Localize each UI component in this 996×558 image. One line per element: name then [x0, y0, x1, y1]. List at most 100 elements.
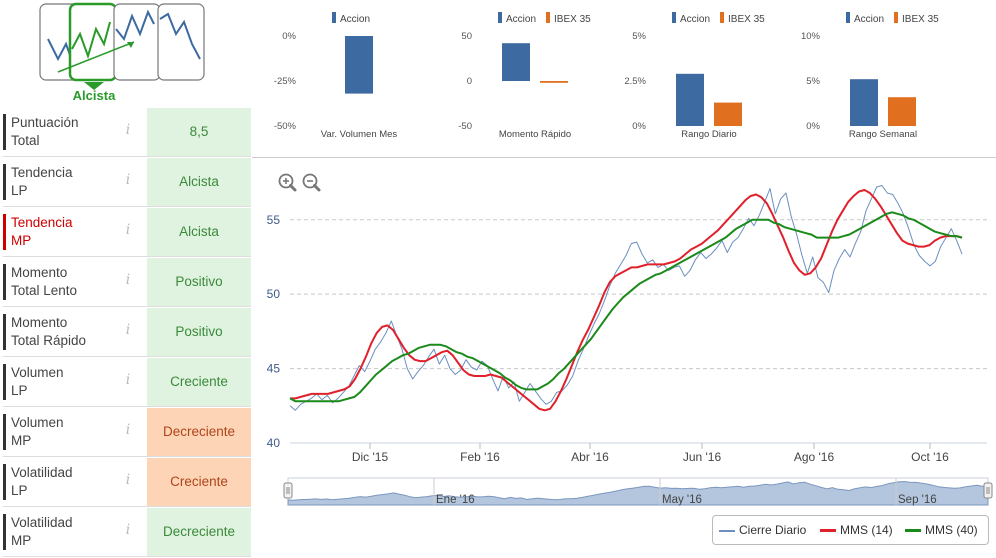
- row-marker: [3, 114, 6, 150]
- metric-value: Creciente: [147, 458, 251, 506]
- y-tick-label: 40: [267, 436, 281, 450]
- info-icon[interactable]: i: [125, 472, 131, 488]
- mini-y-tick: 5%: [632, 31, 646, 42]
- trend-card-fall[interactable]: [157, 3, 205, 81]
- metric-row[interactable]: Tendencia MP i Alcista: [3, 208, 251, 257]
- row-marker: [3, 214, 6, 250]
- metric-row[interactable]: Volumen LP i Creciente: [3, 358, 251, 407]
- info-icon[interactable]: i: [125, 522, 131, 538]
- trend-card-up[interactable]: [68, 2, 118, 82]
- mini-y-tick: 10%: [801, 31, 821, 42]
- mini-x-label: Momento Rápido: [499, 129, 571, 140]
- mini-y-tick: -50%: [274, 121, 297, 132]
- metric-label-line1: Momento: [11, 315, 68, 330]
- info-icon[interactable]: i: [125, 222, 131, 238]
- trend-label: Alcista: [73, 88, 116, 102]
- legend-line-icon: [905, 529, 921, 533]
- metric-label-line1: Volumen: [11, 365, 64, 380]
- legend-swatch: [894, 12, 898, 23]
- metric-row[interactable]: Momento Total Lento i Positivo: [3, 258, 251, 307]
- legend-line-icon: [719, 529, 735, 532]
- navigator-series: [287, 481, 989, 506]
- trend-arrow: [57, 41, 135, 73]
- metric-row[interactable]: Tendencia LP i Alcista: [3, 158, 251, 207]
- info-icon[interactable]: i: [125, 372, 131, 388]
- metric-label-line2: Total Rápido: [11, 333, 87, 348]
- metric-label-line1: Volatilidad: [11, 465, 73, 480]
- metric-value: 8,5: [147, 108, 251, 156]
- navigator-right-handle[interactable]: [983, 482, 993, 499]
- mini-chart: Accion IBEX 35 50 0 -50 Momento Rápido: [458, 12, 591, 140]
- legend-item[interactable]: MMS (14): [820, 523, 893, 537]
- mini-bar: [345, 36, 373, 94]
- navigator-left-handle[interactable]: [283, 482, 293, 499]
- legend-item[interactable]: MMS (40): [905, 523, 978, 537]
- info-icon[interactable]: i: [125, 122, 131, 138]
- x-tick-label: Dic '15: [352, 450, 389, 464]
- metric-label-line2: LP: [11, 383, 28, 398]
- mini-bar: [714, 102, 742, 126]
- zoom-in-icon[interactable]: [278, 173, 297, 192]
- mini-bar: [888, 97, 916, 126]
- mini-y-tick: -25%: [274, 76, 297, 87]
- price-chart[interactable]: 55 50 45 40 Dic '15 Feb '16 Abr '16 Jun '16 Ago …: [252, 160, 996, 558]
- metric-value: Decreciente: [147, 508, 251, 556]
- scores-panel: Alcista Puntuación Total i 8,5 Tendencia LP i A…: [0, 0, 252, 558]
- selected-pointer: [84, 82, 104, 90]
- metric-label-line2: MP: [11, 533, 32, 548]
- legend-swatch: [332, 12, 336, 23]
- metric-row[interactable]: Puntuación Total i 8,5: [3, 108, 251, 157]
- legend-swatch: [720, 12, 724, 23]
- legend-swatch: [546, 12, 550, 23]
- legend-item-label: Cierre Diario: [739, 523, 807, 537]
- metric-label: Volatilidad MP: [11, 514, 131, 550]
- metric-value: Creciente: [147, 358, 251, 406]
- navigator-tick-label: May '16: [662, 494, 702, 506]
- mini-y-tick: 0%: [806, 121, 820, 132]
- metric-label-line1: Volumen: [11, 415, 64, 430]
- mini-x-label: Rango Diario: [681, 129, 736, 140]
- row-marker: [3, 464, 6, 500]
- legend-item-label: MMS (14): [840, 523, 893, 537]
- metric-value: Alcista: [147, 158, 251, 206]
- legend-swatch: [498, 12, 502, 23]
- metric-label-line2: Total Lento: [11, 283, 78, 298]
- mini-y-tick: 0%: [282, 31, 296, 42]
- metric-row[interactable]: Volatilidad MP i Decreciente: [3, 508, 251, 557]
- navigator-tick-label: Ene '16: [436, 494, 475, 506]
- legend-swatch: [672, 12, 676, 23]
- row-marker: [3, 314, 6, 350]
- mms40-series-line: [289, 211, 963, 403]
- row-marker: [3, 414, 6, 450]
- trend-card-side[interactable]: [113, 3, 161, 81]
- metric-label-line2: Total: [11, 133, 40, 148]
- row-marker: [3, 364, 6, 400]
- metric-label: Volatilidad LP: [11, 464, 131, 500]
- mini-y-tick: 50: [461, 31, 472, 42]
- chart-legend: Cierre Diario MMS (14) MMS (40): [712, 515, 989, 545]
- mini-x-label: Rango Semanal: [849, 129, 917, 140]
- legend-label: Accion: [680, 14, 710, 25]
- metric-row[interactable]: Momento Total Rápido i Positivo: [3, 308, 251, 357]
- legend-item[interactable]: Cierre Diario: [719, 523, 806, 537]
- mini-y-tick: -50: [458, 121, 472, 132]
- y-tick-label: 45: [267, 362, 281, 376]
- trend-selector[interactable]: Alcista: [36, 2, 214, 102]
- info-icon[interactable]: i: [125, 422, 131, 438]
- metric-label: Volumen LP: [11, 364, 131, 400]
- x-tick-label: Ago '16: [794, 450, 835, 464]
- info-icon[interactable]: i: [125, 172, 131, 188]
- metric-row[interactable]: Volumen MP i Decreciente: [3, 408, 251, 457]
- metric-label: Momento Total Lento: [11, 264, 131, 300]
- metric-row[interactable]: Volatilidad LP i Creciente: [3, 458, 251, 507]
- mini-y-tick: 2.5%: [624, 76, 646, 87]
- info-icon[interactable]: i: [125, 272, 131, 288]
- metric-label-line1: Tendencia: [11, 215, 73, 230]
- metric-label-line2: LP: [11, 483, 28, 498]
- info-icon[interactable]: i: [125, 322, 131, 338]
- metric-label: Tendencia LP: [11, 164, 131, 200]
- x-tick-label: Oct '16: [911, 450, 949, 464]
- mini-bar: [850, 79, 878, 126]
- metric-label-line2: MP: [11, 233, 32, 248]
- zoom-out-icon[interactable]: [302, 173, 321, 192]
